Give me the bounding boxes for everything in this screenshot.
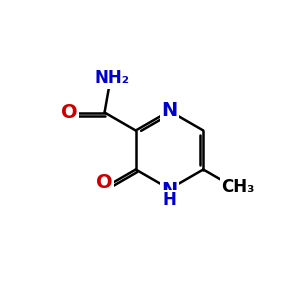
Text: O: O [96,173,113,193]
Text: O: O [61,103,78,122]
Text: NH₂: NH₂ [95,70,130,88]
Text: CH₃: CH₃ [221,178,254,196]
Text: N: N [161,181,178,200]
Text: N: N [161,101,178,121]
Text: H: H [163,191,176,209]
